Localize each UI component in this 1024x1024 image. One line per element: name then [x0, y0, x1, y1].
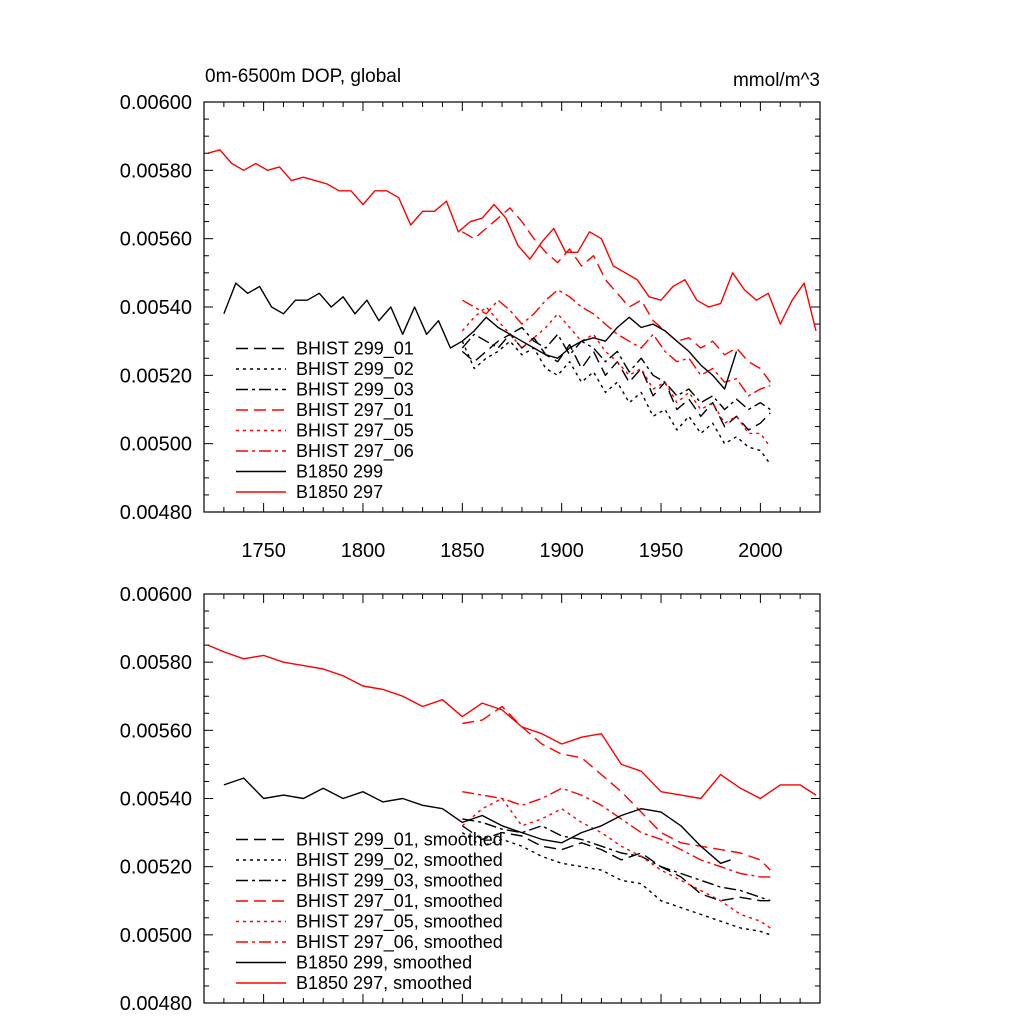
legend-label-5: BHIST 297_06: [296, 441, 414, 462]
x-tick-label: 1750: [241, 540, 286, 562]
y-tick-label: 0.00520: [120, 857, 192, 879]
legend-label-6: B1850 299: [296, 462, 383, 482]
legend-label-3: BHIST 297_01, smoothed: [296, 891, 503, 912]
y-tick-label: 0.00520: [120, 365, 192, 387]
y-tick-label: 0.00500: [120, 925, 192, 947]
legend-label-3: BHIST 297_01: [296, 400, 414, 421]
series-line-5: [461, 289, 771, 397]
legend-label-1: BHIST 299_02: [296, 359, 414, 380]
legend-label-2: BHIST 299_03, smoothed: [296, 871, 503, 892]
legend-label-0: BHIST 299_01: [296, 339, 414, 360]
x-tick-label: 2000: [738, 540, 783, 562]
x-tick-label: 1950: [639, 540, 684, 562]
y-tick-label: 0.00500: [120, 434, 192, 456]
legend-label-4: BHIST 297_05: [296, 421, 414, 442]
legend-label-7: B1850 297: [296, 482, 383, 502]
y-tick-label: 0.00560: [120, 720, 192, 742]
legend-label-1: BHIST 299_02, smoothed: [296, 850, 503, 871]
bottom-panel: 0.00480 0.00500 0.00520 0.00540 0.00560 0.005…: [120, 584, 821, 1015]
y-tick-label: 0.00540: [120, 789, 192, 811]
series-line-3: [462, 705, 771, 871]
y-tick-label: 0.00600: [120, 92, 192, 114]
x-tick-label: 1900: [539, 540, 584, 562]
top-panel: 0m-6500m DOP, global mmol/m^3 0.00480 0.0…: [120, 66, 821, 562]
plot-title: 0m-6500m DOP, global: [205, 66, 401, 87]
y-tick-label: 0.00480: [120, 502, 192, 524]
x-tick-label: 1800: [341, 540, 386, 562]
series-line-2: [462, 818, 771, 902]
y-tick-label: 0.00560: [120, 229, 192, 251]
series-line-6: [223, 282, 738, 390]
legend-label-2: BHIST 299_03: [296, 380, 414, 401]
y-tick-label: 0.00600: [120, 584, 192, 606]
legend-label-4: BHIST 297_05, smoothed: [296, 912, 503, 933]
series-line-4: [461, 306, 771, 448]
legend-label-7: B1850 297, smoothed: [296, 973, 472, 993]
series-line-7: [207, 149, 817, 332]
legend-label-5: BHIST 297_06, smoothed: [296, 932, 503, 953]
series-line-4: [461, 797, 771, 929]
series-line-7: [207, 644, 817, 800]
y-tick-label: 0.00580: [120, 160, 192, 182]
y-tick-label: 0.00580: [120, 652, 192, 674]
series-line-2: [461, 326, 771, 411]
units-label: mmol/m^3: [733, 70, 820, 91]
series-line-6: [223, 777, 731, 864]
y-tick-label: 0.00480: [120, 993, 192, 1015]
series-line-1: [461, 832, 771, 936]
y-tick-label: 0.00540: [120, 297, 192, 319]
series-line-1: [461, 340, 771, 465]
series-line-5: [462, 787, 771, 878]
legend-label-6: B1850 299, smoothed: [296, 953, 472, 973]
x-tick-label: 1850: [440, 540, 485, 562]
legend-label-0: BHIST 299_01, smoothed: [296, 830, 503, 851]
series-line-0: [461, 825, 771, 902]
